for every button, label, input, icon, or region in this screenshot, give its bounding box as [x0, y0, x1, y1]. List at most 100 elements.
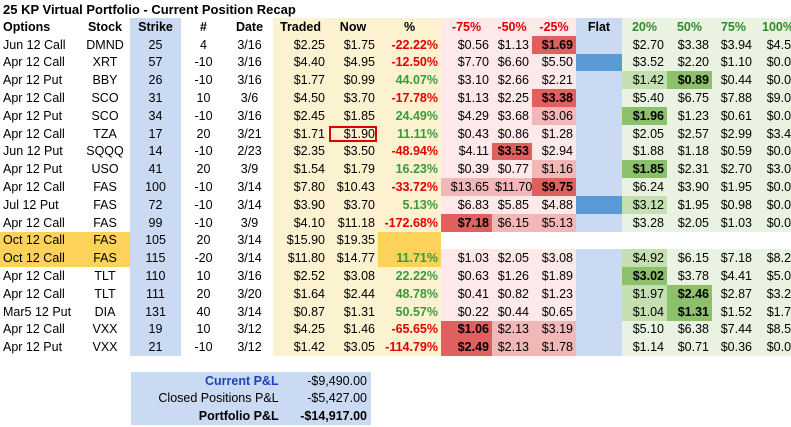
now-cell[interactable]: $4.95 [328, 53, 378, 72]
now-cell[interactable]: $11.18 [328, 213, 378, 232]
strike-cell[interactable]: 72 [130, 195, 181, 214]
portfolio-pnl-value[interactable]: -$14,917.00 [282, 407, 371, 425]
traded-cell[interactable]: $4.40 [273, 53, 328, 72]
pct-cell[interactable]: 24.49% [378, 106, 441, 125]
closed-pnl-value[interactable]: -$5,427.00 [282, 389, 371, 407]
date-cell[interactable]: 3/14 [237, 304, 262, 319]
date-cell[interactable]: 3/12 [237, 340, 262, 355]
pct-cell[interactable]: -17.78% [378, 89, 441, 107]
plus75-cell[interactable]: $0.59 [712, 142, 755, 161]
plus100-cell[interactable]: $0.00 [755, 195, 791, 214]
plus100-cell[interactable]: $1.74 [755, 302, 791, 321]
minus50-cell[interactable]: $3.68 [492, 106, 532, 125]
traded-cell[interactable]: $15.90 [273, 231, 328, 250]
plus50-cell[interactable]: $0.89 [667, 71, 712, 90]
plus20-cell[interactable]: $5.40 [622, 89, 667, 107]
option-cell[interactable]: Apr 12 Call [3, 55, 65, 70]
traded-cell[interactable]: $2.52 [273, 267, 328, 285]
minus75-cell[interactable]: $4.11 [441, 142, 492, 161]
now-cell[interactable]: $3.05 [328, 338, 378, 357]
stock-cell[interactable]: SQQQ [86, 144, 124, 159]
option-cell[interactable]: Jun 12 Call [3, 37, 66, 52]
option-cell[interactable]: Apr 12 Put [3, 340, 63, 355]
minus25-cell[interactable]: $1.78 [532, 338, 576, 357]
now-cell[interactable]: $10.43 [328, 178, 378, 196]
plus100-cell[interactable]: $5.04 [755, 267, 791, 285]
count-cell[interactable]: -10 [194, 197, 213, 212]
plus100-cell[interactable]: $0.00 [755, 53, 791, 72]
minus50-cell[interactable]: $2.13 [492, 338, 532, 357]
minus25-cell[interactable]: $4.88 [532, 195, 576, 214]
count-cell[interactable]: -10 [194, 73, 213, 88]
date-cell[interactable]: 3/16 [237, 269, 262, 284]
minus50-cell[interactable]: $2.25 [492, 89, 532, 107]
count-cell[interactable]: 40 [196, 304, 211, 319]
date-cell[interactable]: 3/12 [237, 322, 262, 337]
date-cell[interactable]: 3/16 [237, 73, 262, 88]
pct-cell[interactable]: 44.07% [378, 71, 441, 90]
flat-cell[interactable] [576, 53, 622, 72]
minus50-cell[interactable]: $2.66 [492, 71, 532, 90]
count-cell[interactable]: 10 [196, 322, 211, 337]
pct-cell[interactable]: 22.22% [378, 267, 441, 285]
col-header-strike[interactable]: Strike [130, 18, 181, 36]
plus20-cell[interactable]: $5.10 [622, 320, 667, 339]
traded-cell[interactable]: $2.35 [273, 142, 328, 161]
pct-cell[interactable]: -12.50% [378, 53, 441, 72]
minus75-cell[interactable]: $7.70 [441, 53, 492, 72]
plus50-cell[interactable]: $6.75 [667, 89, 712, 107]
plus50-cell[interactable]: $1.95 [667, 195, 712, 214]
plus20-cell[interactable]: $1.14 [622, 338, 667, 357]
minus75-cell[interactable]: $1.03 [441, 249, 492, 268]
pct-cell[interactable]: 48.78% [378, 284, 441, 303]
strike-cell[interactable]: 19 [130, 320, 181, 339]
minus25-cell[interactable]: $1.69 [532, 35, 576, 54]
plus20-cell[interactable]: $3.28 [622, 213, 667, 232]
minus50-cell[interactable]: $1.13 [492, 35, 532, 54]
pct-cell[interactable]: 11.11% [378, 124, 441, 143]
minus25-cell[interactable]: $3.19 [532, 320, 576, 339]
strike-cell[interactable]: 41 [130, 160, 181, 179]
option-cell[interactable]: Jul 12 Put [3, 197, 59, 212]
plus20-cell[interactable]: $1.88 [622, 142, 667, 161]
minus50-cell[interactable] [492, 231, 532, 250]
minus75-cell[interactable]: $4.29 [441, 106, 492, 125]
flat-cell[interactable] [576, 124, 622, 143]
minus75-cell[interactable]: $0.41 [441, 284, 492, 303]
count-cell[interactable]: 20 [196, 162, 211, 177]
minus25-cell[interactable]: $1.89 [532, 267, 576, 285]
now-cell[interactable]: $2.44 [328, 284, 378, 303]
minus25-cell[interactable]: $1.16 [532, 160, 576, 179]
minus50-cell[interactable]: $3.53 [492, 142, 532, 161]
plus100-cell[interactable]: $3.08 [755, 160, 791, 179]
plus75-cell[interactable]: $7.18 [712, 249, 755, 268]
stock-cell[interactable]: USO [91, 162, 119, 177]
traded-cell[interactable]: $4.50 [273, 89, 328, 107]
minus50-cell[interactable]: $0.77 [492, 160, 532, 179]
option-cell[interactable]: Mar5 12 Put [3, 304, 72, 319]
now-cell[interactable]: $0.99 [328, 71, 378, 90]
minus50-cell[interactable]: $5.85 [492, 195, 532, 214]
traded-cell[interactable]: $0.87 [273, 302, 328, 321]
flat-cell[interactable] [576, 231, 622, 250]
plus100-cell[interactable]: $0.00 [755, 338, 791, 357]
count-cell[interactable]: 10 [196, 269, 211, 284]
option-cell[interactable]: Oct 12 Call [0, 231, 80, 250]
strike-cell[interactable]: 34 [130, 106, 181, 125]
plus50-cell[interactable]: $1.31 [667, 302, 712, 321]
plus100-cell[interactable]: $8.20 [755, 249, 791, 268]
strike-cell[interactable]: 110 [130, 267, 181, 285]
now-cell[interactable]: $1.85 [328, 106, 378, 125]
plus100-cell[interactable]: $0.00 [755, 71, 791, 90]
pct-cell[interactable]: 11.71% [378, 249, 441, 268]
plus100-cell[interactable] [755, 231, 791, 250]
traded-cell[interactable]: $1.64 [273, 284, 328, 303]
date-cell[interactable]: 2/23 [237, 144, 262, 159]
option-cell[interactable]: Apr 12 Call [3, 322, 65, 337]
date-cell[interactable]: 3/14 [237, 180, 262, 195]
plus100-cell[interactable]: $8.50 [755, 320, 791, 339]
date-cell[interactable]: 3/16 [237, 55, 262, 70]
now-cell[interactable]: $3.70 [328, 195, 378, 214]
plus20-cell[interactable]: $1.04 [622, 302, 667, 321]
flat-cell[interactable] [576, 249, 622, 268]
